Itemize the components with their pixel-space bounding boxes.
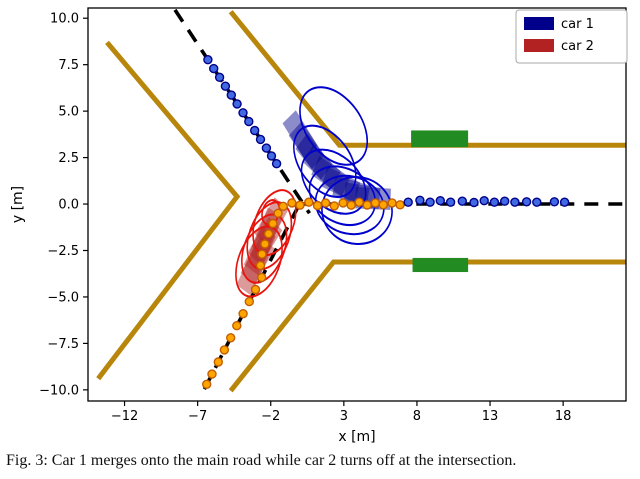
- green-zone: [412, 257, 469, 273]
- car1-waypoint-marker: [203, 55, 213, 65]
- car1-footprint: [311, 156, 351, 197]
- car1-waypoint-marker: [255, 134, 266, 145]
- legend-swatch-car1: [524, 17, 554, 30]
- car1-waypoint-marker: [415, 195, 425, 206]
- car2-waypoint-marker: [201, 379, 212, 389]
- road-edge: [228, 10, 626, 148]
- x-axis-label: x [m]: [338, 429, 375, 445]
- car1-waypoint-marker: [435, 195, 445, 206]
- x-tick-label: −2: [261, 409, 280, 424]
- road-edge: [96, 40, 241, 381]
- trajectory-plot: −12 −7 −2 3 8 13 18 10.0 7.5 5.0 2.5 0.0 −2.5 −5.0 −7.…: [10, 7, 628, 445]
- y-axis-label: y [m]: [10, 186, 26, 223]
- y-tick-label: −7.5: [47, 337, 79, 352]
- car1-waypoint-marker: [559, 197, 570, 207]
- car2-waypoint-marker: [278, 201, 288, 212]
- car1-waypoint-marker: [271, 158, 282, 169]
- car2-waypoint-marker: [312, 200, 323, 211]
- car2-waypoint-marker: [295, 200, 305, 210]
- car2-waypoint-marker: [213, 357, 224, 367]
- car2-waypoint-marker: [225, 333, 236, 343]
- x-tick-label: 13: [482, 409, 499, 424]
- x-tick-label: −7: [188, 409, 207, 424]
- car2-waypoint-marker: [304, 197, 314, 207]
- y-tick-label: 2.5: [58, 151, 79, 166]
- car2-waypoint-marker: [260, 239, 270, 249]
- figure-caption: Fig. 3: Car 1 merges onto the main road …: [6, 452, 517, 469]
- car1-waypoint-marker: [220, 81, 231, 91]
- car1-uncertainty-ellipse: [321, 176, 393, 245]
- car1-footprint: [282, 110, 318, 159]
- car2-waypoint-marker: [255, 260, 266, 271]
- y-tick-label: −10.0: [39, 383, 79, 398]
- y-tick-label: 10.0: [50, 12, 79, 27]
- car2-waypoint-marker: [268, 218, 278, 229]
- car2-waypoint-marker: [370, 198, 380, 208]
- car1-waypoint-marker: [489, 197, 500, 207]
- car1-waypoint-marker: [521, 197, 532, 207]
- car1-waypoint-marker: [469, 197, 479, 208]
- car1-waypoint-marker: [226, 90, 237, 100]
- car2-waypoint-marker: [354, 197, 364, 207]
- car2-waypoint-marker: [362, 200, 372, 210]
- car2-waypoint-marker: [395, 200, 405, 210]
- car2-waypoint-marker: [287, 198, 297, 208]
- car1-waypoint-marker: [238, 108, 248, 118]
- x-tick-label: 3: [340, 409, 348, 424]
- y-tick-label: 7.5: [58, 58, 79, 73]
- legend-label-car2: car 2: [561, 39, 594, 54]
- car2-waypoint-marker: [257, 272, 267, 283]
- car2-waypoint-marker: [250, 284, 261, 295]
- car1-waypoint-marker: [232, 99, 242, 109]
- car1-waypoint-marker: [457, 196, 467, 206]
- car1-waypoint-marker: [479, 195, 489, 206]
- x-tick-label: 8: [413, 409, 421, 424]
- car2-waypoint-marker: [207, 369, 217, 379]
- x-tick-label: 18: [555, 409, 572, 424]
- car2-waypoint-marker: [329, 201, 339, 211]
- car1-waypoint-marker: [532, 197, 542, 207]
- car1-waypoint-marker: [510, 197, 520, 207]
- car2-waypoint-marker: [232, 321, 242, 331]
- car2-uncertainty-ellipse: [235, 225, 283, 298]
- car1-waypoint-marker: [266, 151, 277, 161]
- legend-swatch-car2: [524, 39, 554, 52]
- car1-waypoint-marker: [214, 72, 225, 83]
- car2-waypoint-marker: [346, 200, 356, 210]
- car2-waypoint-marker: [244, 296, 255, 307]
- car1-waypoint-marker: [244, 116, 254, 127]
- y-tick-label: −2.5: [47, 244, 79, 259]
- car2-waypoint-marker: [387, 198, 397, 208]
- car1-waypoint-marker: [261, 143, 272, 153]
- car1-waypoint-marker: [403, 197, 413, 207]
- car1-waypoint-marker: [208, 63, 219, 74]
- car2-waypoint-marker: [320, 198, 331, 208]
- car2-waypoint-marker: [378, 200, 388, 210]
- x-tick-label: −12: [111, 409, 138, 424]
- car2-waypoint-marker: [263, 229, 274, 239]
- car1-waypoint-marker: [425, 197, 435, 207]
- car2-waypoint-marker: [238, 309, 248, 319]
- car2-waypoint-marker: [273, 208, 283, 219]
- car1-footprint: [321, 166, 361, 203]
- car1-waypoint-marker: [249, 125, 260, 136]
- legend-label-car1: car 1: [561, 17, 594, 32]
- car2-waypoint-marker: [338, 198, 348, 208]
- car2-waypoint-marker: [257, 249, 267, 259]
- y-tick-label: 5.0: [58, 105, 79, 120]
- car1-waypoint-marker: [549, 197, 560, 207]
- y-tick-label: 0.0: [58, 198, 79, 213]
- car1-waypoint-marker: [445, 197, 456, 207]
- car2-waypoint-marker: [219, 345, 230, 355]
- y-tick-label: −5.0: [47, 290, 79, 305]
- green-zone: [411, 130, 469, 148]
- car1-waypoint-marker: [500, 196, 510, 206]
- road-edge: [228, 259, 626, 393]
